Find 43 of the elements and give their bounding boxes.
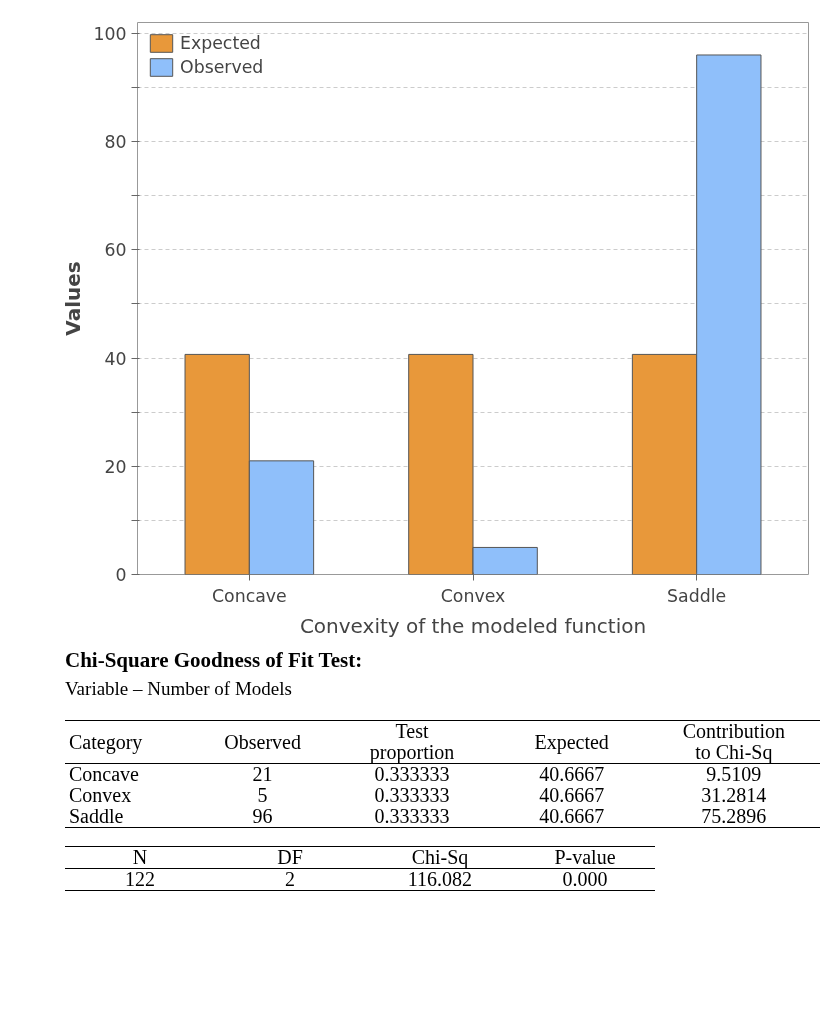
- text: Convex: [68, 784, 133, 807]
- x-tick-label: Saddle: [667, 585, 727, 606]
- text: 0.333333: [373, 763, 451, 786]
- text: 96: [251, 805, 274, 828]
- y-tick-label: 20: [104, 456, 127, 477]
- text: Variable – Number of Models: [65, 677, 293, 701]
- y-tick-label: 0: [115, 565, 127, 585]
- y-axis-title: Values: [61, 261, 86, 336]
- y-tick-label: 60: [104, 240, 127, 261]
- legend-label: Observed: [180, 57, 264, 77]
- y-tick-label: 80: [104, 132, 127, 153]
- text: 2: [284, 868, 296, 891]
- text: 9.5109: [705, 763, 763, 786]
- x-axis-title: Convexity of the modeled function: [299, 613, 647, 638]
- text: Category: [65, 720, 197, 764]
- text: Expected: [495, 720, 648, 764]
- text: 21: [251, 763, 274, 786]
- text: N: [65, 846, 215, 869]
- text: P-value: [515, 846, 655, 869]
- text: Contribution to Chi-Sq: [647, 720, 820, 764]
- legend-label: Expected: [180, 33, 261, 53]
- text: 40.6667: [538, 805, 606, 828]
- text: Test proportion: [328, 720, 496, 764]
- text: 40.6667: [538, 763, 606, 786]
- text: DF: [215, 846, 365, 869]
- text: 122: [124, 868, 156, 891]
- y-tick-label: 100: [93, 23, 127, 44]
- text: 40.6667: [538, 784, 606, 807]
- text: Saddle: [68, 805, 125, 828]
- text: 5: [256, 784, 269, 807]
- y-tick-label: 40: [104, 348, 127, 369]
- text: 75.2896: [700, 805, 768, 828]
- x-tick-label: Convex: [440, 585, 506, 606]
- text: Observed: [196, 720, 329, 764]
- text: 0.333333: [373, 784, 451, 807]
- text: Chi-Square Goodness of Fit Test:: [65, 647, 364, 674]
- text: 116.082: [406, 868, 474, 891]
- text: 0.333333: [373, 805, 451, 828]
- text: 31.2814: [700, 784, 768, 807]
- text: Concave: [68, 763, 140, 786]
- text: 0.000: [561, 868, 609, 891]
- x-tick-label: Concave: [211, 585, 287, 606]
- text: Chi-Sq: [365, 846, 515, 869]
